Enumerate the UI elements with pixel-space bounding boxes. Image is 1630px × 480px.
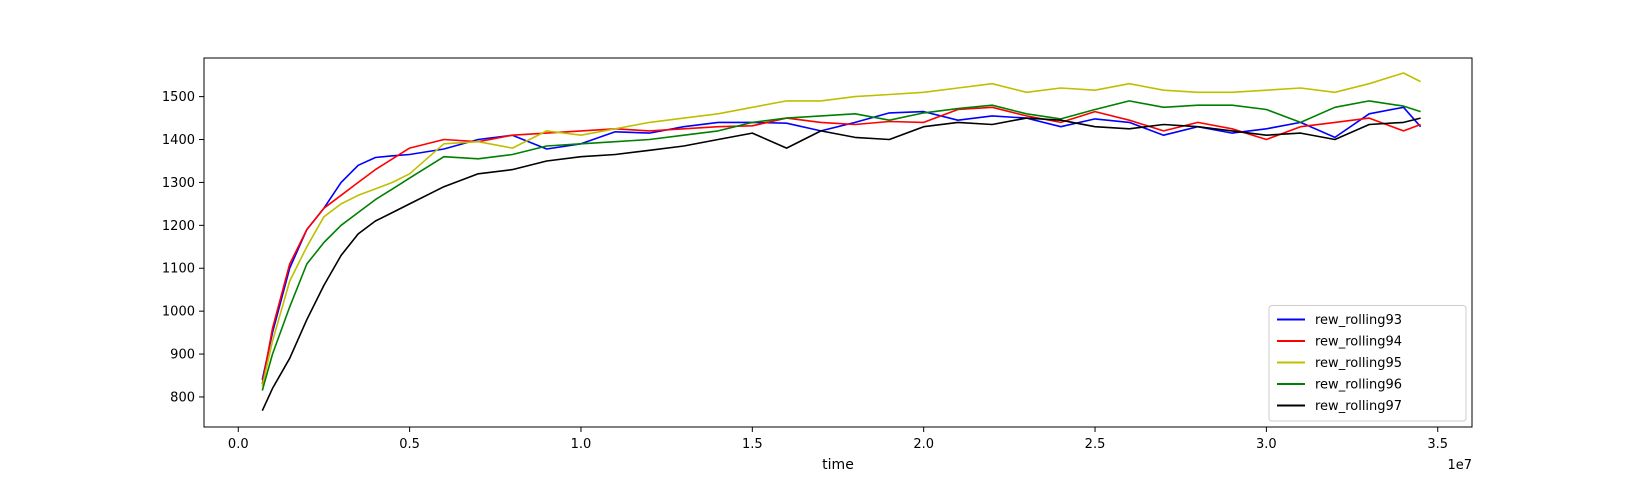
legend-label: rew_rolling96 <box>1315 378 1402 393</box>
x-tick-label: 1.0 <box>571 437 592 452</box>
series-line-rew_rolling93 <box>261 106 1422 380</box>
y-tick-label: 1400 <box>162 133 195 148</box>
x-tick-label: 0.0 <box>228 437 249 452</box>
y-tick-label: 900 <box>170 348 195 363</box>
x-tick-label: 2.5 <box>1085 437 1106 452</box>
x-tick-label: 0.5 <box>399 437 420 452</box>
y-tick-label: 1200 <box>162 219 195 234</box>
legend-box <box>1268 305 1467 422</box>
series-line-rew_rolling96 <box>261 100 1421 391</box>
x-tick-label: 2.0 <box>913 437 934 452</box>
legend-label: rew_rolling95 <box>1315 356 1402 371</box>
series-line-rew_rolling95 <box>261 72 1421 387</box>
legend-label: rew_rolling93 <box>1315 313 1402 328</box>
x-tick-label: 3.0 <box>1256 437 1277 452</box>
series-line-rew_rolling97 <box>261 117 1421 412</box>
series-layer <box>261 72 1422 412</box>
y-tick-label: 1300 <box>162 176 195 191</box>
legend-label: rew_rolling94 <box>1315 335 1402 350</box>
y-tick-label: 1500 <box>162 90 195 105</box>
x-tick-label: 1.5 <box>742 437 763 452</box>
legend-label: rew_rolling97 <box>1315 399 1402 414</box>
y-tick-label: 1100 <box>162 262 195 277</box>
plot-area-frame <box>203 57 1473 428</box>
y-tick-label: 1000 <box>162 305 195 320</box>
x-axis-ticks: 0.0 0.5 1.0 1.5 2.0 2.5 3.0 3.5 <box>228 427 1448 452</box>
x-axis-offset-label: 1e7 <box>1447 458 1472 473</box>
x-tick-label: 3.5 <box>1427 437 1448 452</box>
y-axis-ticks: 800 900 1000 1100 1200 1300 1400 1500 <box>162 90 204 405</box>
x-axis-label: time <box>822 457 854 473</box>
legend: rew_rolling93 rew_rolling94 rew_rolling95r… <box>1268 305 1467 422</box>
y-tick-label: 800 <box>170 390 195 405</box>
series-line-rew_rolling94 <box>261 106 1421 385</box>
